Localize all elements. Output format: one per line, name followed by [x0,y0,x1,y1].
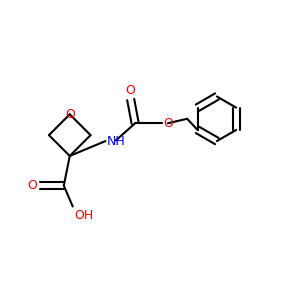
Text: NH: NH [107,135,126,148]
Text: OH: OH [74,209,94,222]
Text: O: O [27,179,37,192]
Text: O: O [164,117,173,130]
Text: O: O [126,83,136,97]
Text: O: O [65,108,75,121]
